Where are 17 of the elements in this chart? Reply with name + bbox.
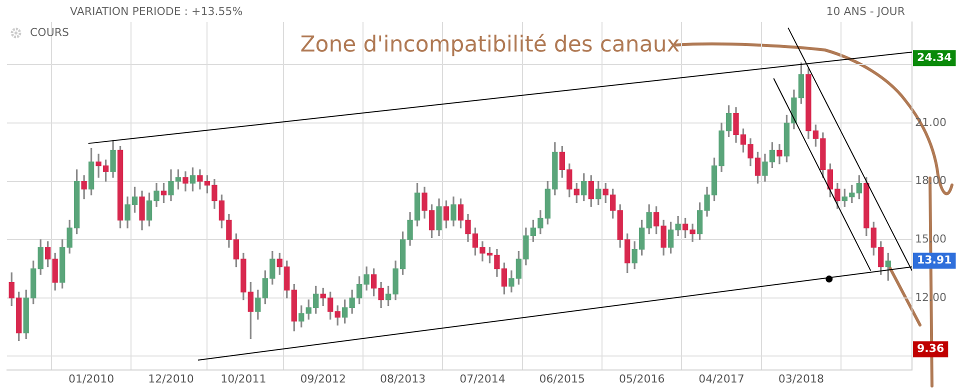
chart-subtitle: VARIATION PERIODE : +13.55% [70, 4, 243, 18]
x-tick-label: 04/2017 [698, 372, 744, 386]
x-tick-label: 08/2013 [380, 372, 426, 386]
x-tick-label: 07/2014 [460, 372, 506, 386]
x-tick-label: 09/2012 [300, 372, 346, 386]
text: 10 ANS - JOUR [826, 4, 906, 18]
x-tick-label: 01/2010 [68, 372, 114, 386]
annotation: Zone d'incompatibilité des canaux [300, 32, 680, 58]
x-tick-label: 12/2010 [148, 372, 194, 386]
annotation: 24.34 [917, 51, 952, 64]
x-tick-label: 05/2016 [618, 372, 665, 386]
x-tick-label: 10/2011 [220, 372, 266, 386]
annotation: COURS [30, 26, 70, 39]
x-tick-label: 03/2018 [778, 372, 824, 386]
x-tick-label: 06/2015 [539, 372, 586, 386]
annotation: 9.36 [917, 342, 944, 356]
annotation: 13.91 [917, 254, 952, 267]
